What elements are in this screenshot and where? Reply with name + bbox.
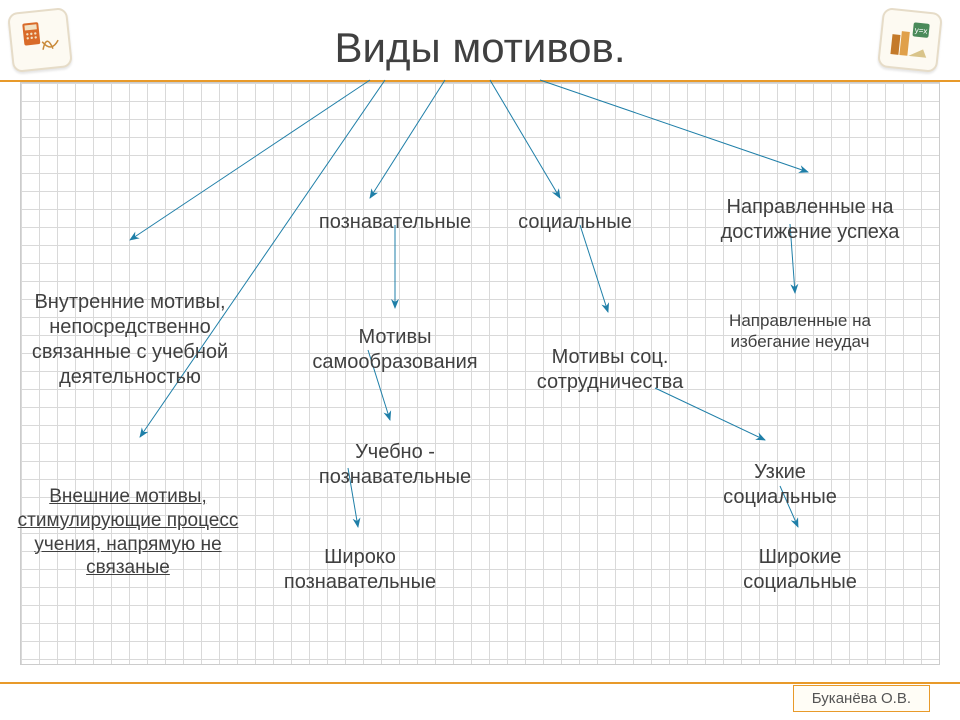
node-n_external: Внешние мотивы, стимулирующие процесс уч… <box>13 485 243 580</box>
node-n_social: социальные <box>500 210 650 235</box>
node-n_achieve: Направленные на достижение успеха <box>690 195 930 245</box>
node-n_broadcog: Широко познавательные <box>260 545 460 595</box>
node-n_broadsoc: Широкие социальные <box>715 545 885 595</box>
footer-author: Буканёва О.В. <box>793 685 930 712</box>
title-bar: y=x Виды мотивов. <box>0 10 960 82</box>
node-n_soccoop: Мотивы соц. сотрудничества <box>515 345 705 395</box>
node-n_internal: Внутренние мотивы, непосредственно связа… <box>5 290 255 390</box>
slide-title: Виды мотивов. <box>0 24 960 72</box>
node-n_cognitive: познавательные <box>305 210 485 235</box>
footer-line <box>0 682 960 684</box>
footer: Буканёва О.В. <box>0 674 960 720</box>
node-n_narrowsoc: Узкие социальные <box>695 460 865 510</box>
node-n_selfedu: Мотивы самообразования <box>295 325 495 375</box>
slide-root: y=x Виды мотивов. Внутренние мотивы, неп… <box>0 0 960 720</box>
node-n_educog: Учебно - познавательные <box>295 440 495 490</box>
node-n_avoid: Направленные на избегание неудач <box>695 310 905 353</box>
